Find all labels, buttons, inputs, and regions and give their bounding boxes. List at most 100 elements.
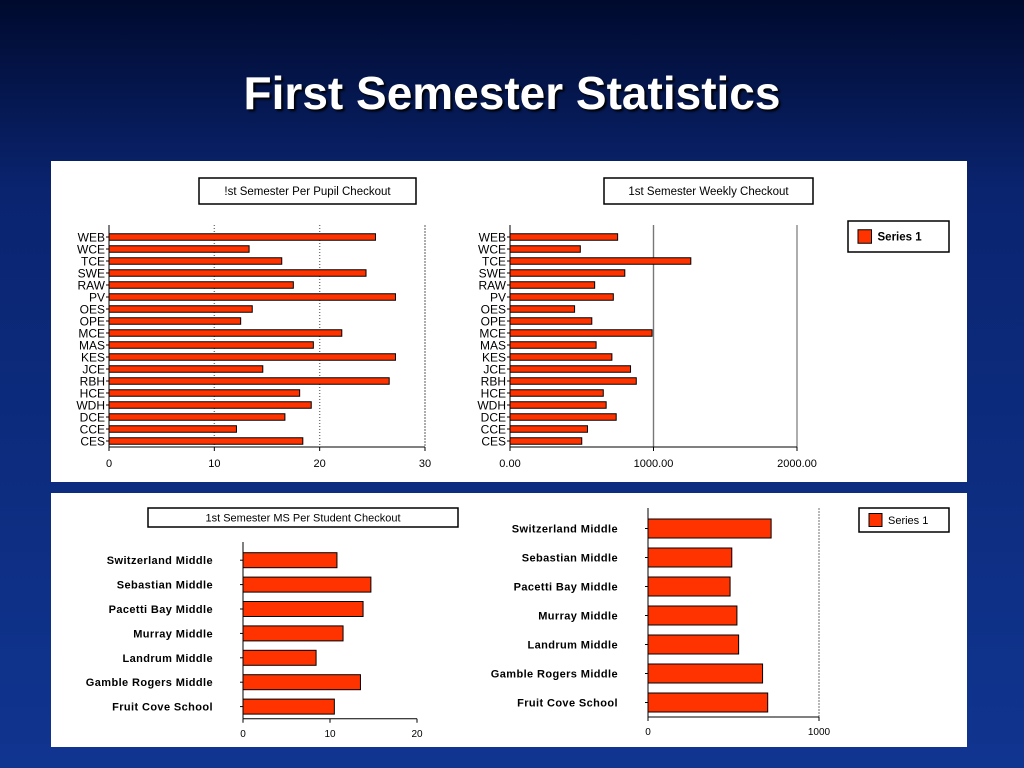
bottom-charts-canvas: 1st Semester MS Per Student Checkout Swit… xyxy=(86,507,950,740)
category-label: Switzerland Middle xyxy=(107,555,213,567)
bar xyxy=(108,401,312,409)
bar xyxy=(509,365,632,373)
bar xyxy=(647,663,764,684)
category-label: PV xyxy=(490,290,506,304)
bar xyxy=(108,233,376,241)
category-label: WDH xyxy=(477,398,506,412)
chart-title: 1st Semester Weekly Checkout xyxy=(628,186,789,198)
bar xyxy=(509,401,607,409)
bar xyxy=(509,389,604,397)
bar xyxy=(509,305,576,313)
category-label: Murray Middle xyxy=(133,628,213,640)
category-label: Sebastian Middle xyxy=(522,552,618,564)
x-tick-label: 0.00 xyxy=(499,458,520,470)
category-label: Pacetti Bay Middle xyxy=(514,581,618,593)
category-label: Fruit Cove School xyxy=(517,697,618,709)
bar xyxy=(242,674,361,691)
category-label: SWE xyxy=(479,266,506,280)
chart-title-box xyxy=(603,177,814,205)
category-label: CCE xyxy=(481,422,506,436)
bar xyxy=(108,317,242,325)
bar xyxy=(108,341,314,349)
category-label: CCE xyxy=(80,422,105,436)
bar xyxy=(108,353,397,361)
category-label: Landrum Middle xyxy=(527,639,618,651)
x-tick-label: 0 xyxy=(645,727,651,738)
bar xyxy=(509,341,597,349)
category-label: MCE xyxy=(479,326,506,340)
category-label: WEB xyxy=(78,230,105,244)
category-label: DCE xyxy=(80,410,105,424)
x-tick-label: 20 xyxy=(314,458,326,470)
top-charts-canvas: !st Semester Per Pupil Checkout WEBWCETCE… xyxy=(76,177,950,470)
category-label: OPE xyxy=(80,314,105,328)
bar xyxy=(647,547,733,568)
category-label: CES xyxy=(80,434,105,448)
category-label: MAS xyxy=(480,338,506,352)
category-label: MCE xyxy=(78,326,105,340)
x-tick-label: 2000.00 xyxy=(777,458,817,470)
legend-label: Series 1 xyxy=(888,515,928,527)
bar xyxy=(509,353,613,361)
slide-title: First Semester Statistics xyxy=(243,67,781,119)
bar xyxy=(647,605,738,626)
bar xyxy=(647,576,731,597)
legend-label: Series 1 xyxy=(878,232,923,244)
bar xyxy=(108,413,286,421)
bar xyxy=(647,634,740,655)
chart-title: !st Semester Per Pupil Checkout xyxy=(224,186,391,198)
bar xyxy=(509,257,692,265)
bottom-charts-panel: 1st Semester MS Per Student Checkout Swit… xyxy=(51,493,967,747)
x-tick-label: 20 xyxy=(411,729,423,740)
category-label: Gamble Rogers Middle xyxy=(86,677,213,689)
bar xyxy=(509,269,626,277)
category-label: HCE xyxy=(481,386,506,400)
bar xyxy=(242,601,364,617)
category-label: OPE xyxy=(481,314,506,328)
bar xyxy=(242,625,344,642)
category-label: KES xyxy=(482,350,506,364)
x-tick-label: 30 xyxy=(419,458,431,470)
x-tick-label: 1000.00 xyxy=(634,458,674,470)
category-label: OES xyxy=(80,302,105,316)
category-label: Landrum Middle xyxy=(122,653,213,665)
bar xyxy=(242,649,317,666)
bar xyxy=(647,692,769,713)
x-tick-label: 1000 xyxy=(808,727,831,738)
bar xyxy=(647,518,772,539)
category-label: OES xyxy=(481,302,506,316)
bar xyxy=(108,329,343,337)
bar xyxy=(509,317,593,325)
category-label: WCE xyxy=(77,242,105,256)
category-label: KES xyxy=(81,350,105,364)
bar xyxy=(509,329,653,337)
bar xyxy=(509,281,596,289)
category-label: Pacetti Bay Middle xyxy=(109,604,213,616)
bar xyxy=(108,425,237,433)
bar xyxy=(108,281,294,289)
category-label: WDH xyxy=(76,398,105,412)
category-label: RAW xyxy=(478,278,506,292)
category-label: Gamble Rogers Middle xyxy=(491,668,618,680)
bar xyxy=(108,305,253,313)
x-tick-label: 10 xyxy=(324,729,336,740)
bar xyxy=(509,245,581,253)
bar xyxy=(108,293,397,301)
bar xyxy=(509,233,619,241)
category-label: JCE xyxy=(483,362,506,376)
bar xyxy=(108,245,250,253)
bar xyxy=(108,269,367,277)
category-label: JCE xyxy=(82,362,105,376)
category-label: DCE xyxy=(481,410,506,424)
category-label: CES xyxy=(481,434,506,448)
bar xyxy=(108,365,264,373)
chart-title-box xyxy=(198,177,417,205)
x-tick-label: 0 xyxy=(106,458,112,470)
category-label: TCE xyxy=(81,254,105,268)
bar xyxy=(509,413,617,421)
category-label: Fruit Cove School xyxy=(112,702,213,714)
top-charts-panel: !st Semester Per Pupil Checkout WEB WCE TCE… xyxy=(51,161,967,482)
chart-title-box xyxy=(147,507,459,528)
x-tick-label: 0 xyxy=(240,729,246,740)
category-label: RBH xyxy=(481,374,506,388)
